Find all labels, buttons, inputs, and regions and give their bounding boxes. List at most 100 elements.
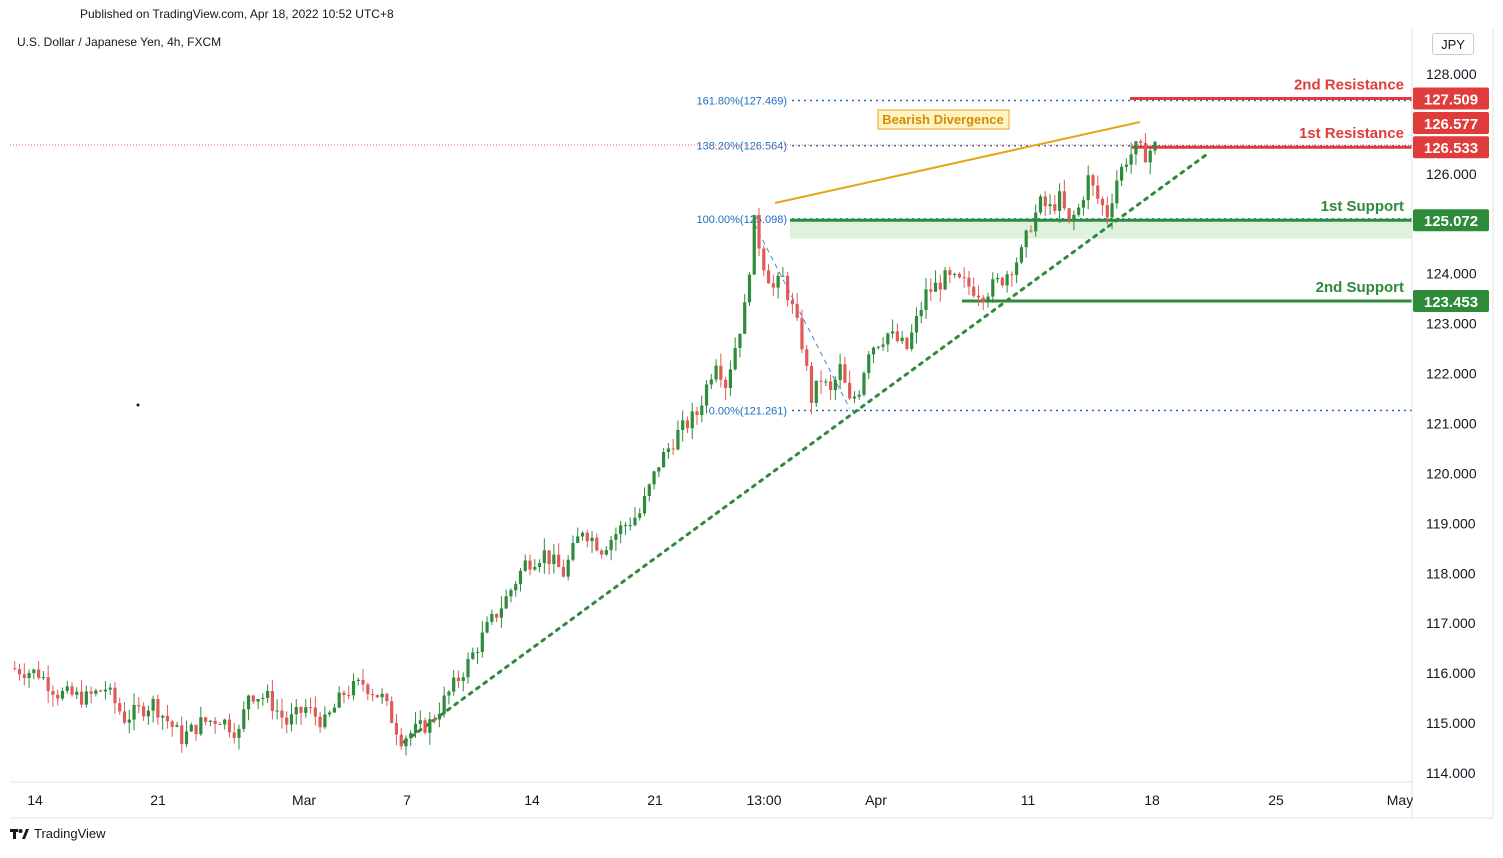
candle-body	[122, 711, 127, 723]
candle-body	[1038, 196, 1043, 213]
candle-body	[676, 429, 680, 450]
fib-level-label: 0.00%(121.261)	[709, 405, 787, 417]
candle-body	[32, 669, 36, 674]
divergence-box	[877, 109, 1010, 130]
tradingview-logo-icon	[10, 828, 29, 839]
candle-body	[809, 365, 814, 403]
x-tick-label: 7	[403, 792, 411, 808]
candle-body	[204, 717, 208, 722]
candle-body	[604, 550, 608, 555]
candle-body	[461, 677, 465, 682]
candle-body	[1124, 164, 1128, 167]
candle-body	[84, 691, 88, 705]
candle-body	[1053, 204, 1057, 211]
candle-body	[891, 331, 895, 334]
candle-body	[180, 725, 184, 745]
candle-body	[60, 690, 65, 699]
candle-body	[499, 608, 503, 618]
candle-body	[375, 694, 379, 698]
candle-body	[828, 381, 833, 390]
candle-body	[151, 698, 155, 711]
candle-body	[118, 703, 122, 712]
candle-body	[366, 684, 370, 695]
candle-body	[246, 695, 251, 710]
candle-body	[929, 289, 933, 292]
candle-body	[490, 613, 494, 622]
candle-body	[886, 333, 890, 345]
candle-body	[137, 704, 141, 707]
candle-body	[89, 691, 93, 694]
candle-body	[1143, 143, 1148, 163]
candle-body	[895, 331, 899, 342]
footer-brand[interactable]: TradingView	[10, 826, 106, 841]
candle-body	[223, 719, 227, 725]
candle-body	[1081, 200, 1086, 208]
candle-body	[995, 277, 1000, 280]
candle-body	[56, 694, 60, 699]
current-price-tag	[1413, 112, 1489, 135]
candle-body	[704, 384, 709, 406]
candle-body	[633, 517, 637, 526]
candle-body	[323, 714, 327, 728]
candle-body	[1005, 274, 1009, 286]
fib-level-label: 100.00%(125.098)	[696, 214, 787, 226]
candle-body	[1034, 212, 1038, 232]
candle-body	[1010, 274, 1014, 276]
candle-body	[738, 333, 742, 348]
price-tag-label: 125.072	[1424, 213, 1478, 230]
x-tick-label: 11	[1021, 792, 1036, 808]
candle-body	[332, 707, 337, 713]
y-tick-label: 126.000	[1426, 166, 1477, 182]
candle-body	[261, 697, 265, 700]
candle-body	[1139, 141, 1143, 144]
x-tick-label: 18	[1144, 792, 1160, 808]
candle-body	[948, 270, 952, 275]
x-tick-label: 14	[27, 792, 43, 808]
candle-body	[642, 495, 647, 514]
candle-body	[423, 720, 427, 733]
candle-body	[1077, 207, 1081, 215]
candle-body	[37, 669, 41, 678]
candle-body	[924, 289, 928, 310]
candle-body	[647, 484, 651, 496]
candle-body	[590, 537, 594, 542]
candle-body	[981, 297, 985, 303]
candle-body	[557, 554, 561, 568]
candle-body	[380, 693, 384, 698]
y-tick-label: 128.000	[1426, 66, 1477, 82]
candle-body	[304, 707, 308, 713]
candle-body	[1072, 214, 1076, 220]
candle-body	[108, 687, 112, 690]
candle-body	[976, 295, 981, 298]
candle-body	[695, 411, 699, 416]
candle-body	[480, 632, 484, 652]
candle-body	[571, 542, 575, 560]
candle-body	[65, 686, 69, 691]
candle-body	[466, 658, 470, 678]
candle-body	[919, 309, 923, 317]
candle-body	[953, 273, 957, 275]
price-tag-label: 126.533	[1424, 140, 1478, 157]
candle-body	[146, 710, 150, 717]
candle-body	[452, 677, 456, 692]
candle-body	[175, 725, 179, 727]
candle-body	[194, 724, 198, 735]
candle-body	[141, 706, 146, 717]
candle-body	[547, 550, 551, 565]
candle-body	[132, 704, 136, 720]
currency-button[interactable]: JPY	[1432, 33, 1474, 55]
candle-body	[1024, 230, 1028, 248]
candle-body	[208, 720, 212, 722]
candle-body	[385, 693, 389, 702]
candle-body	[867, 354, 871, 374]
candle-body	[237, 728, 241, 738]
candle-body	[285, 717, 289, 725]
candle-body	[609, 539, 613, 551]
price-tag	[1413, 136, 1489, 159]
candle-body	[199, 717, 203, 735]
candle-body	[495, 613, 499, 618]
candle-body	[280, 710, 284, 718]
